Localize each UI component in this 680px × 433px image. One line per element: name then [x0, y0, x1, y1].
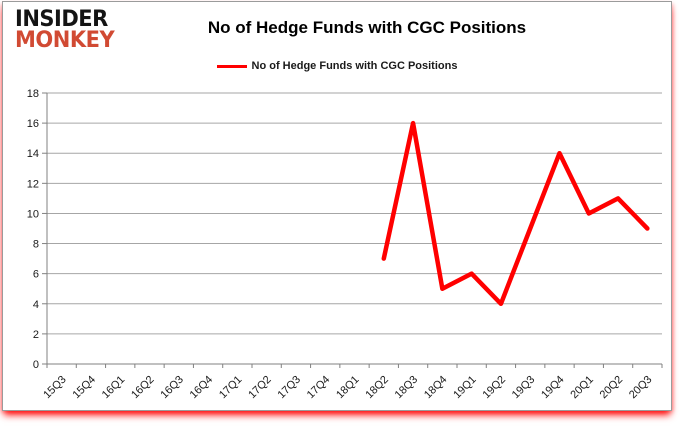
x-tick-label: 17Q2	[246, 374, 274, 402]
legend-label: No of Hedge Funds with CGC Positions	[251, 60, 458, 72]
x-tick-label: 16Q4	[188, 374, 216, 402]
y-tick-label: 18	[27, 88, 39, 100]
legend: No of Hedge Funds with CGC Positions	[3, 60, 671, 72]
x-tick-label: 18Q4	[422, 374, 450, 402]
x-tick-label: 19Q2	[481, 374, 509, 402]
logo-word-monkey: MONKEY	[15, 26, 115, 52]
x-tick-label: 20Q3	[627, 374, 655, 402]
y-tick-label: 8	[33, 239, 39, 251]
y-tick-label: 0	[33, 359, 39, 371]
x-tick-label: 15Q3	[41, 374, 69, 402]
x-tick-label: 17Q1	[217, 374, 245, 402]
y-tick-label: 4	[33, 299, 39, 311]
y-tick-label: 6	[33, 269, 39, 281]
x-tick-label: 19Q3	[510, 374, 538, 402]
x-tick-label: 19Q1	[451, 374, 479, 402]
x-tick-label: 18Q2	[363, 374, 391, 402]
y-tick-label: 12	[27, 178, 39, 190]
x-tick-label: 17Q4	[305, 374, 333, 402]
x-tick-label: 17Q3	[276, 374, 304, 402]
x-tick-label: 18Q3	[393, 374, 421, 402]
x-tick-label: 16Q3	[158, 374, 186, 402]
chart-card: INSIDER MONKEY No of Hedge Funds with CG…	[2, 1, 672, 411]
x-tick-label: 16Q2	[129, 374, 157, 402]
y-tick-label: 14	[27, 148, 39, 160]
chart-title: No of Hedge Funds with CGC Positions	[207, 18, 527, 37]
y-tick-label: 16	[27, 118, 39, 130]
logo-word-insider: INSIDER	[15, 5, 108, 32]
legend-line-swatch	[216, 64, 247, 68]
x-tick-label: 15Q4	[71, 374, 99, 402]
x-tick-label: 19Q4	[539, 374, 567, 402]
y-tick-label: 2	[33, 329, 39, 341]
x-tick-label: 18Q1	[334, 374, 362, 402]
x-tick-label: 20Q2	[598, 374, 626, 402]
insider-monkey-logo: INSIDER MONKEY	[15, 5, 115, 52]
x-tick-label: 16Q1	[100, 374, 128, 402]
y-tick-label: 10	[27, 208, 39, 220]
x-tick-label: 20Q1	[568, 374, 596, 402]
data-line-series	[381, 120, 650, 307]
